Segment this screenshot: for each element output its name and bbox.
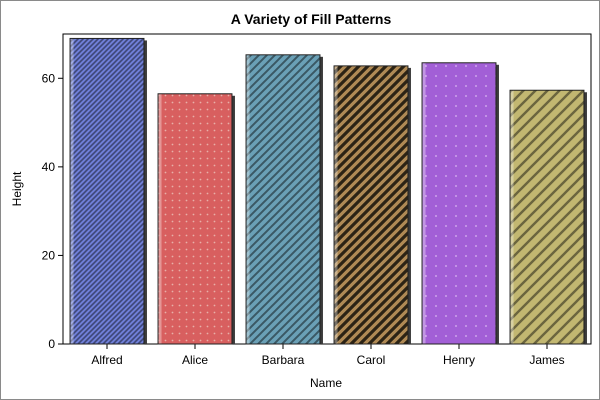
bar-henry [421, 62, 499, 345]
bar-alice [157, 93, 235, 345]
plot-area [62, 33, 592, 345]
bar-highlight [510, 90, 514, 344]
y-tick-label: 20 [42, 248, 56, 262]
x-axis-title: Name [310, 376, 342, 390]
bar-rect [245, 54, 321, 345]
x-tick-label: James [529, 353, 564, 367]
x-tick-label: Alice [182, 353, 208, 367]
bar-highlight [70, 38, 74, 344]
bar-james [509, 89, 587, 345]
x-tick-label: Carol [357, 353, 386, 367]
bar-alfred [69, 37, 147, 345]
x-tick-label: Henry [443, 353, 475, 367]
bar-highlight [422, 63, 426, 344]
y-axis-title: Height [10, 171, 24, 206]
bar-highlight [334, 66, 338, 344]
y-tick-label: 0 [48, 337, 55, 351]
chart-title: A Variety of Fill Patterns [231, 11, 392, 27]
y-axis: 0 20 40 60 [42, 71, 63, 351]
bar-rect [509, 89, 585, 345]
x-tick-label: Alfred [91, 353, 122, 367]
bar-rect [333, 65, 409, 345]
bar-barbara [245, 54, 323, 345]
bar-rect [157, 93, 233, 345]
bar-carol [333, 65, 411, 345]
x-tick-label: Barbara [262, 353, 305, 367]
y-tick-label: 40 [42, 160, 56, 174]
y-tick-label: 60 [42, 71, 56, 85]
bar-highlight [246, 55, 250, 344]
bar-highlight [158, 94, 162, 344]
bar-rect [421, 62, 497, 345]
bar-rect [69, 37, 145, 345]
x-axis: Alfred Alice Barbara Carol Henry James [91, 344, 565, 367]
bar-series [69, 37, 587, 345]
